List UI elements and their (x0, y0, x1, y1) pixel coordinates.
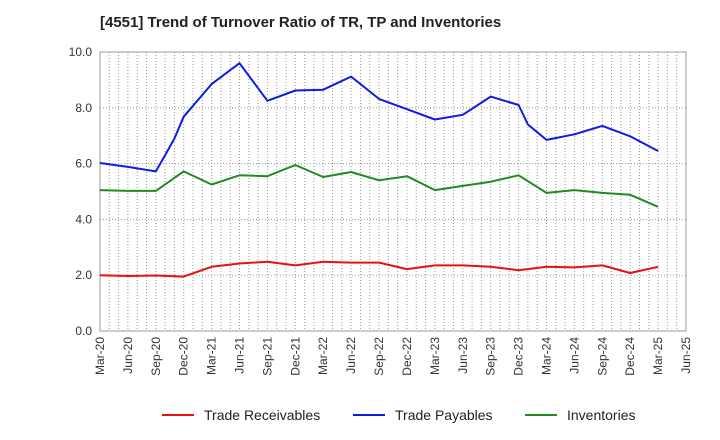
x-tick-label: Dec-20 (177, 337, 191, 376)
legend-label-trade-payables: Trade Payables (395, 407, 493, 423)
legend-label-inventories: Inventories (567, 407, 636, 423)
x-tick-label: Mar-23 (428, 337, 442, 375)
legend-swatch-trade-receivables (162, 414, 194, 416)
legend-label-trade-receivables: Trade Receivables (204, 407, 321, 423)
legend-item-inventories: Inventories (525, 404, 635, 426)
chart-title: [4551] Trend of Turnover Ratio of TR, TP… (100, 14, 502, 31)
y-tick-label: 2.0 (75, 268, 92, 282)
x-tick-label: Jun-23 (456, 337, 470, 374)
legend: Trade Receivables Trade Payables Invento… (0, 404, 720, 426)
y-tick-label: 4.0 (75, 212, 92, 226)
x-tick-label: Mar-24 (539, 337, 553, 375)
x-tick-label: Dec-21 (288, 337, 302, 376)
x-tick-label: Dec-24 (623, 337, 637, 376)
x-tick-label: Dec-23 (512, 337, 526, 376)
x-tick-label: Dec-22 (400, 337, 414, 376)
y-axis-tick-labels: 0.0 2.0 4.0 6.0 8.0 10.0 (69, 45, 93, 338)
series-lines (99, 62, 659, 278)
legend-item-trade-payables: Trade Payables (353, 404, 493, 426)
legend-swatch-trade-payables (353, 414, 385, 416)
x-tick-label: Mar-25 (651, 337, 665, 375)
plot-area-frame (99, 51, 687, 332)
x-tick-label: Mar-21 (205, 337, 219, 375)
y-tick-label: 8.0 (75, 101, 92, 115)
x-tick-label: Sep-23 (484, 337, 498, 376)
x-tick-label: Jun-21 (233, 337, 247, 374)
x-tick-label: Jun-22 (344, 337, 358, 374)
series-line-inventories (99, 164, 659, 208)
x-tick-label: Jun-25 (679, 337, 693, 374)
legend-item-trade-receivables: Trade Receivables (162, 404, 320, 426)
series-line-trade-payables (99, 62, 659, 173)
y-tick-label: 10.0 (69, 45, 93, 59)
x-tick-label: Mar-22 (316, 337, 330, 375)
x-tick-label: Sep-24 (595, 337, 609, 376)
y-tick-label: 6.0 (75, 157, 92, 171)
y-tick-label: 0.0 (75, 324, 92, 338)
x-tick-label: Sep-22 (372, 337, 386, 376)
x-axis-tick-labels: Mar-20 Jun-20 Sep-20 Dec-20 Mar-21 Jun-21 Sep-… (93, 337, 693, 376)
x-tick-label: Mar-20 (93, 337, 107, 375)
series-line-trade-receivables (99, 260, 659, 278)
x-tick-label: Sep-20 (149, 337, 163, 376)
x-tick-label: Jun-24 (567, 337, 581, 374)
legend-swatch-inventories (525, 414, 557, 416)
x-tick-label: Jun-20 (121, 337, 135, 374)
x-tick-label: Sep-21 (260, 337, 274, 376)
